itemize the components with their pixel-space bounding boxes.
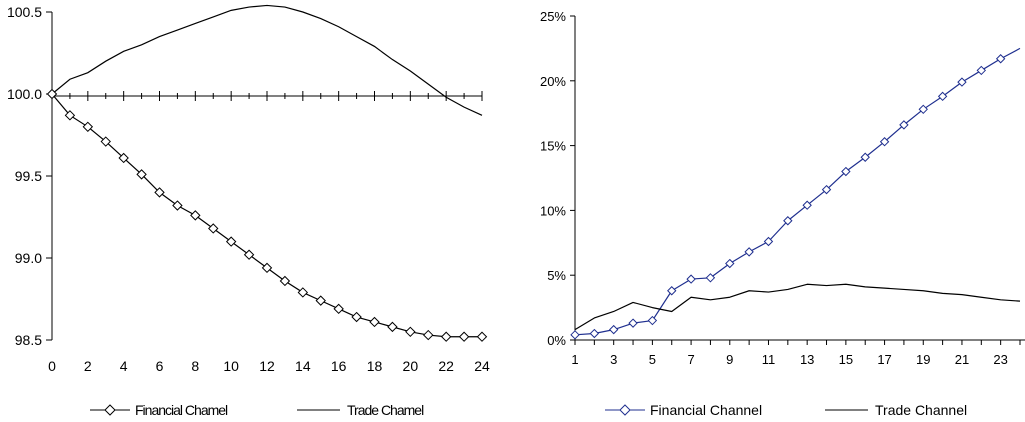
left-trade-line xyxy=(51,4,483,116)
right-legend-trade-label: Trade Channel xyxy=(875,402,967,418)
right-financial-point xyxy=(783,216,793,226)
right-financial-point xyxy=(802,200,812,210)
left-y-tick-label: 98.5 xyxy=(15,332,42,348)
left-financial-point xyxy=(369,316,380,328)
right-x-tick-label: 19 xyxy=(916,352,930,367)
right-financial-point xyxy=(608,324,619,335)
right-financial-point xyxy=(667,286,677,296)
left-financial-point xyxy=(261,262,273,274)
right-financial-point xyxy=(879,137,890,147)
right-x-tick-label: 13 xyxy=(800,352,814,367)
left-y-tick-label: 99.0 xyxy=(15,250,42,266)
left-financial-point xyxy=(82,121,94,133)
left-financial-point xyxy=(297,287,309,298)
left-financial-point xyxy=(440,331,452,342)
right-x-tick-label: 9 xyxy=(726,352,733,367)
right-x-tick-label: 5 xyxy=(649,352,656,367)
left-x-tick-label: 20 xyxy=(403,358,419,374)
right-financial-point xyxy=(570,330,580,340)
right-legend-financial-marker xyxy=(619,404,631,416)
right-financial-point xyxy=(821,184,832,195)
right-y-tick-label: 0% xyxy=(547,333,566,348)
right-x-tick-label: 11 xyxy=(762,352,776,367)
right-trade-line xyxy=(574,283,1021,331)
left-x-tick-label: 6 xyxy=(156,358,164,374)
left-financial-point xyxy=(190,210,201,221)
left-x-tick-label: 16 xyxy=(331,358,347,374)
left-financial-point xyxy=(100,136,111,147)
right-financial-point xyxy=(918,104,928,115)
left-financial-point xyxy=(333,303,344,315)
left-x-tick-label: 24 xyxy=(474,358,490,374)
right-financial-point xyxy=(860,152,870,162)
left-y-tick-label: 100.5 xyxy=(7,4,42,20)
right-x-tick-label: 7 xyxy=(687,352,694,367)
right-financial-point xyxy=(937,91,948,102)
left-x-tick-label: 12 xyxy=(259,358,275,374)
left-financial-point xyxy=(243,249,255,260)
left-financial-point xyxy=(208,223,219,234)
right-financial-point xyxy=(744,247,754,257)
left-financial-point xyxy=(423,329,434,341)
right-y-tick-label: 5% xyxy=(547,268,566,283)
left-legend-financial-label: Financial Chamel xyxy=(135,402,228,418)
left-x-tick-label: 2 xyxy=(84,358,92,374)
left-financial-point xyxy=(154,187,165,198)
left-legend-trade-label: Trade Chamel xyxy=(347,402,424,418)
right-x-tick-label: 15 xyxy=(839,352,853,367)
right-financial-line xyxy=(574,47,1021,336)
left-x-tick-label: 18 xyxy=(367,358,383,374)
right-y-tick-label: 20% xyxy=(540,74,566,89)
left-legend-financial-marker xyxy=(104,404,116,416)
right-financial-point xyxy=(628,318,638,328)
right-financial-point xyxy=(976,65,987,76)
left-y-tick-label: 100.0 xyxy=(7,86,42,102)
left-financial-line xyxy=(51,93,482,338)
right-financial-point xyxy=(957,77,967,87)
right-financial-point xyxy=(841,166,851,177)
left-financial-point xyxy=(476,331,488,342)
right-x-tick-label: 3 xyxy=(610,352,617,367)
right-financial-point xyxy=(725,258,735,269)
right-chart: 0%5%10%15%20%25% 1 3 5 7 9 11 13 15 17 19 21 23 Fin… xyxy=(540,9,1025,418)
left-financial-point xyxy=(64,110,76,121)
left-financial-point xyxy=(351,311,362,323)
right-x-tick-label: 21 xyxy=(955,352,969,367)
left-financial-point xyxy=(225,236,237,247)
left-x-tick-label: 22 xyxy=(438,358,454,374)
right-x-tick-label: 23 xyxy=(993,352,1007,367)
right-financial-point xyxy=(995,54,1006,64)
left-financial-point xyxy=(279,275,291,287)
right-financial-point xyxy=(899,120,909,130)
left-financial-point xyxy=(118,152,129,164)
left-financial-point xyxy=(458,331,470,342)
left-financial-point xyxy=(46,88,58,100)
left-financial-point xyxy=(136,169,147,180)
left-financial-point xyxy=(387,321,398,333)
left-financial-point xyxy=(315,295,326,306)
left-y-tick-label: 99.5 xyxy=(15,168,42,184)
right-x-tick-label: 17 xyxy=(877,352,891,367)
right-financial-point xyxy=(763,236,774,247)
right-y-tick-label: 15% xyxy=(540,139,566,154)
left-x-tick-label: 8 xyxy=(191,358,199,374)
right-financial-point xyxy=(589,328,600,339)
right-y-tick-label: 10% xyxy=(540,203,566,218)
right-financial-point xyxy=(686,274,696,284)
left-financial-point xyxy=(172,200,183,211)
right-financial-point xyxy=(647,315,658,326)
left-legend: Financial Chamel Trade Chamel xyxy=(90,402,425,418)
left-x-tick-label: 10 xyxy=(223,358,239,374)
left-financial-point xyxy=(405,326,416,338)
left-x-tick-label: 0 xyxy=(48,358,56,374)
right-y-tick-label: 25% xyxy=(540,9,566,24)
right-financial-point xyxy=(705,273,716,283)
left-x-tick-label: 14 xyxy=(295,358,311,374)
right-x-tick-label: 1 xyxy=(571,352,578,367)
right-legend-financial-label: Financial Channel xyxy=(650,402,762,418)
left-x-tick-label: 4 xyxy=(120,358,128,374)
right-legend: Financial Channel Trade Channel xyxy=(605,402,967,418)
